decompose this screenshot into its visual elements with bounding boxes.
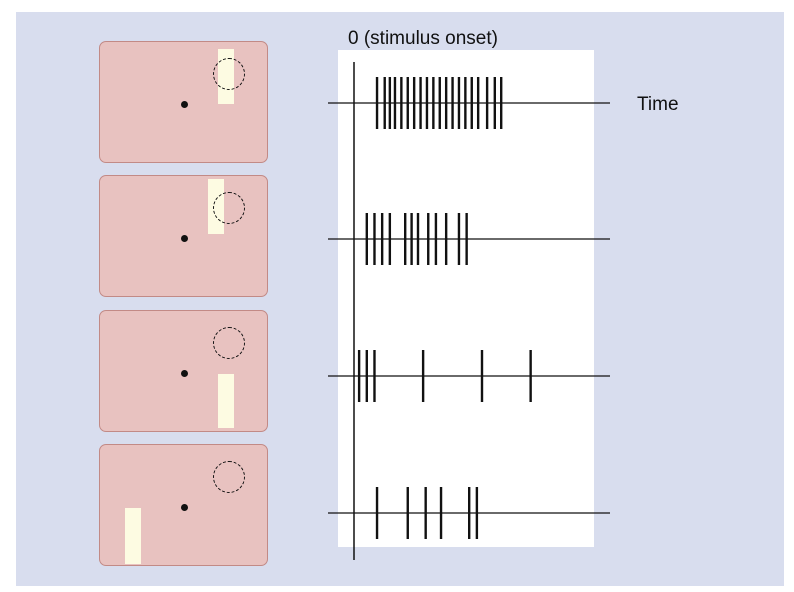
stimulus-panel-2	[99, 175, 268, 297]
receptive-field-circle	[213, 58, 245, 90]
stimulus-panel-3	[99, 310, 268, 432]
receptive-field-circle	[213, 461, 245, 493]
fixation-point	[181, 370, 188, 377]
raster-plot-area	[338, 50, 594, 547]
fixation-point	[181, 504, 188, 511]
stimulus-bar	[218, 374, 234, 428]
fixation-point	[181, 101, 188, 108]
stimulus-onset-label: 0 (stimulus onset)	[348, 28, 498, 49]
stimulus-panel-1	[99, 41, 268, 163]
stimulus-bar	[125, 508, 141, 564]
stimulus-panel-4	[99, 444, 268, 566]
receptive-field-circle	[213, 192, 245, 224]
time-axis-label: Time	[637, 94, 679, 115]
receptive-field-circle	[213, 327, 245, 359]
fixation-point	[181, 235, 188, 242]
